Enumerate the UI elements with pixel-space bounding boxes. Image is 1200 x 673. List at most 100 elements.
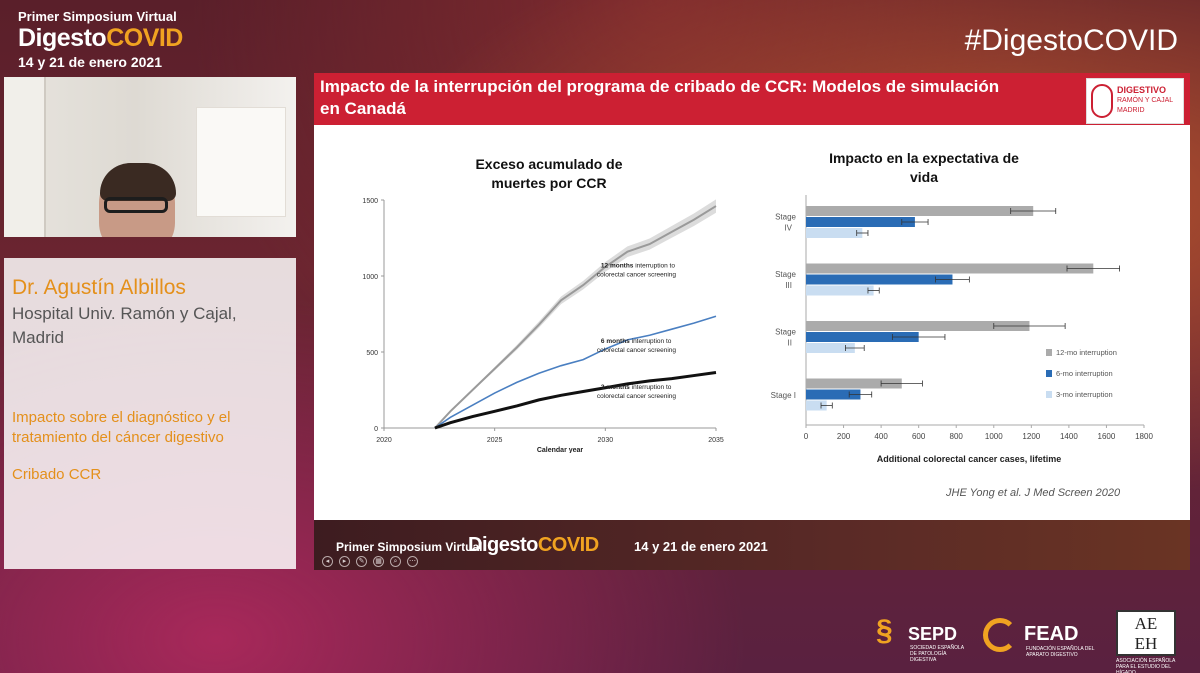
event-name-part1: Digesto bbox=[18, 24, 107, 52]
x-tick-label: 200 bbox=[837, 432, 851, 441]
bar-2-1 bbox=[806, 285, 874, 296]
series-line-2 bbox=[434, 371, 717, 430]
category-label-line1: Stage bbox=[775, 328, 796, 337]
speaker-affiliation: Hospital Univ. Ramón y Cajal, Madrid bbox=[12, 304, 237, 347]
x-tick-label: 2025 bbox=[487, 437, 503, 444]
zoom-icon[interactable]: ⌕ bbox=[390, 556, 401, 567]
x-tick-label: 2030 bbox=[598, 437, 614, 444]
footer-event-name: DigestoCOVID bbox=[468, 534, 599, 557]
footer-pretitle: Primer Simposium Virtual bbox=[336, 540, 483, 554]
speaker-subtopic: Cribado CCR bbox=[12, 466, 102, 483]
logo-line3: MADRID bbox=[1117, 107, 1145, 114]
bar-0-1 bbox=[806, 263, 1094, 274]
line-label-1-line2: colorectal cancer screening bbox=[597, 347, 677, 354]
bar-2-0 bbox=[806, 228, 863, 238]
line-label-0-line2: colorectal cancer screening bbox=[597, 272, 677, 279]
x-tick-label: 1200 bbox=[1022, 432, 1040, 441]
slide-footer: Primer Simposium Virtual DigestoCOVID 14… bbox=[314, 520, 1190, 570]
event-name-part2: COVID bbox=[106, 24, 183, 52]
y-tick-label: 1500 bbox=[362, 198, 378, 205]
line-label-1: 6 months interruption to bbox=[601, 338, 672, 345]
speaker-topic: Impacto sobre el diagnóstico y el tratam… bbox=[12, 409, 231, 446]
category-label-line1: Stage bbox=[775, 270, 796, 279]
sepd-logo-icon: § bbox=[876, 614, 893, 647]
bar-1-1 bbox=[806, 274, 953, 285]
bar-0-0 bbox=[806, 206, 1034, 216]
speaker-video bbox=[4, 77, 296, 237]
slide-header bbox=[314, 73, 1190, 125]
fead-subtitle: FUNDACIÓN ESPAÑOLA DEL APARATO DIGESTIVO bbox=[1026, 646, 1095, 658]
y-tick-label: 500 bbox=[366, 350, 378, 357]
bar-0-3 bbox=[806, 378, 902, 389]
bar-1-0 bbox=[806, 217, 915, 227]
event-dates: 14 y 21 de enero 2021 bbox=[18, 54, 162, 70]
series-line-1 bbox=[434, 315, 717, 429]
event-pretitle: Primer Simposium Virtual bbox=[18, 9, 177, 24]
x-tick-label: 800 bbox=[950, 432, 964, 441]
event-hashtag: #DigestoCOVID bbox=[964, 24, 1178, 57]
x-tick-label: 1800 bbox=[1135, 432, 1153, 441]
legend-label-1: 6-mo interruption bbox=[1056, 369, 1113, 378]
logo-line2: RAMÓN Y CAJAL bbox=[1117, 97, 1174, 104]
digestive-organ-icon bbox=[1091, 84, 1113, 118]
logo-line1: DIGESTIVO bbox=[1117, 85, 1167, 95]
bar-1-2 bbox=[806, 332, 919, 342]
y-tick-label: 0 bbox=[374, 426, 378, 433]
legend-label-0: 12-mo interruption bbox=[1056, 348, 1117, 357]
category-label-line2: IV bbox=[784, 224, 792, 233]
series-line-0 bbox=[434, 205, 717, 429]
hospital-logo: DIGESTIVO RAMÓN Y CAJAL MADRID bbox=[1086, 78, 1184, 124]
footer-dates: 14 y 21 de enero 2021 bbox=[634, 539, 768, 554]
fead-logo: FEAD bbox=[1024, 623, 1079, 645]
x-tick-label: 1600 bbox=[1098, 432, 1116, 441]
category-label-line2: II bbox=[788, 339, 792, 348]
line-label-2: 3 months interruption to bbox=[601, 384, 672, 391]
footer-name-part2: COVID bbox=[537, 534, 599, 556]
legend-swatch-1 bbox=[1046, 370, 1052, 377]
line-label-0: 12 months interruption to bbox=[601, 263, 675, 270]
x-tick-label: 0 bbox=[804, 432, 809, 441]
legend-label-2: 3-mo interruption bbox=[1056, 390, 1113, 399]
sepd-logo: SEPD bbox=[908, 624, 958, 644]
legend-swatch-2 bbox=[1046, 391, 1052, 398]
presentation-slide: Impacto de la interrupción del programa … bbox=[314, 73, 1190, 570]
next-slide-icon[interactable]: ▸ bbox=[339, 556, 350, 567]
life-expectancy-bar-chart: 0 200 400 600 800 1000 1200 1400 1600 1800 Additio… bbox=[771, 195, 1153, 464]
bar-2-3 bbox=[806, 400, 827, 411]
left-chart-title: Exceso acumulado de muertes por CCR bbox=[475, 156, 623, 191]
citation: JHE Yong et al. J Med Screen 2020 bbox=[946, 487, 1121, 499]
x-axis-label: Additional colorectal cancer cases, life… bbox=[877, 454, 1062, 464]
legend-swatch-0 bbox=[1046, 349, 1052, 356]
prev-slide-icon[interactable]: ◂ bbox=[322, 556, 333, 567]
x-tick-label: 400 bbox=[874, 432, 888, 441]
bar-1-3 bbox=[806, 389, 861, 400]
x-tick-label: 1000 bbox=[985, 432, 1003, 441]
x-tick-label: 2020 bbox=[376, 437, 392, 444]
sepd-subtitle: SOCIEDAD ESPAÑOLA DE PATOLOGÍA DIGESTIVA bbox=[910, 645, 964, 663]
category-label: Stage I bbox=[771, 391, 796, 400]
line-label-2-line2: colorectal cancer screening bbox=[597, 393, 677, 400]
speaker-panel bbox=[4, 258, 296, 569]
slides-grid-icon[interactable]: ▦ bbox=[373, 556, 384, 567]
aeeh-line1: AE bbox=[1134, 614, 1158, 633]
category-label-line1: Stage bbox=[775, 213, 796, 222]
bar-0-2 bbox=[806, 321, 1030, 331]
slide-title: Impacto de la interrupción del programa … bbox=[320, 77, 1000, 118]
bar-2-2 bbox=[806, 343, 855, 353]
cumulative-deaths-line-chart: 0 500 1000 1500 2020 2025 2030 2035 Calendar yea… bbox=[362, 198, 724, 453]
more-options-icon[interactable]: ⋯ bbox=[407, 556, 418, 567]
x-tick-label: 600 bbox=[912, 432, 926, 441]
aeeh-logo: AE EH bbox=[1116, 610, 1176, 656]
y-tick-label: 1000 bbox=[362, 274, 378, 281]
aeeh-subtitle: ASOCIACIÓN ESPAÑOLA PARA EL ESTUDIO DEL … bbox=[1116, 658, 1176, 673]
x-tick-label: 1400 bbox=[1060, 432, 1078, 441]
footer-name-part1: Digesto bbox=[468, 534, 538, 556]
event-name: DigestoCOVID bbox=[18, 24, 183, 53]
x-tick-label: 2035 bbox=[708, 437, 724, 444]
pen-icon[interactable]: ✎ bbox=[356, 556, 367, 567]
aeeh-line2: EH bbox=[1134, 634, 1158, 653]
x-axis-label: Calendar year bbox=[537, 447, 584, 453]
speaker-name: Dr. Agustín Albillos bbox=[12, 276, 186, 299]
category-label-line2: III bbox=[785, 281, 792, 290]
slide-toolbar: ◂ ▸ ✎ ▦ ⌕ ⋯ bbox=[322, 556, 418, 568]
